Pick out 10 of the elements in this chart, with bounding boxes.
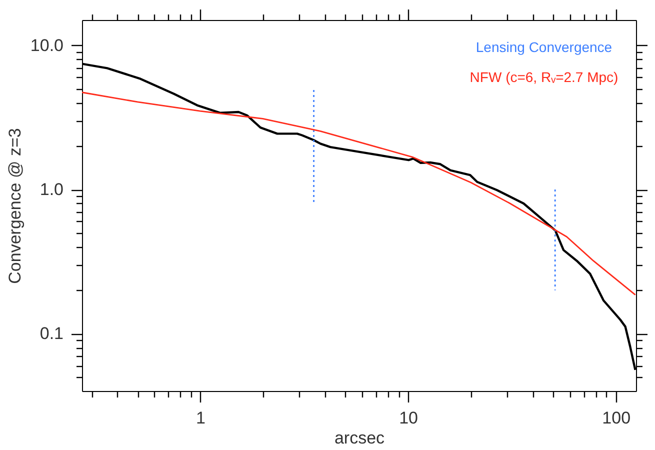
text: Lensing Convergence xyxy=(476,39,612,55)
x-tick-label: 100 xyxy=(602,408,631,428)
text: NFW (c=6, Rᵥ=2.7 Mpc) xyxy=(470,69,618,85)
y-tick-label: 1.0 xyxy=(40,180,64,200)
x-axis-title: arcsec xyxy=(334,428,386,448)
y-axis-title: Convergence @ z=3 xyxy=(5,128,24,284)
y-tick-label: 10.0 xyxy=(30,36,64,55)
x-tick-label: 10 xyxy=(399,408,418,428)
y-tick-label: 0.1 xyxy=(40,324,64,344)
x-tick-label: 1 xyxy=(196,408,206,428)
